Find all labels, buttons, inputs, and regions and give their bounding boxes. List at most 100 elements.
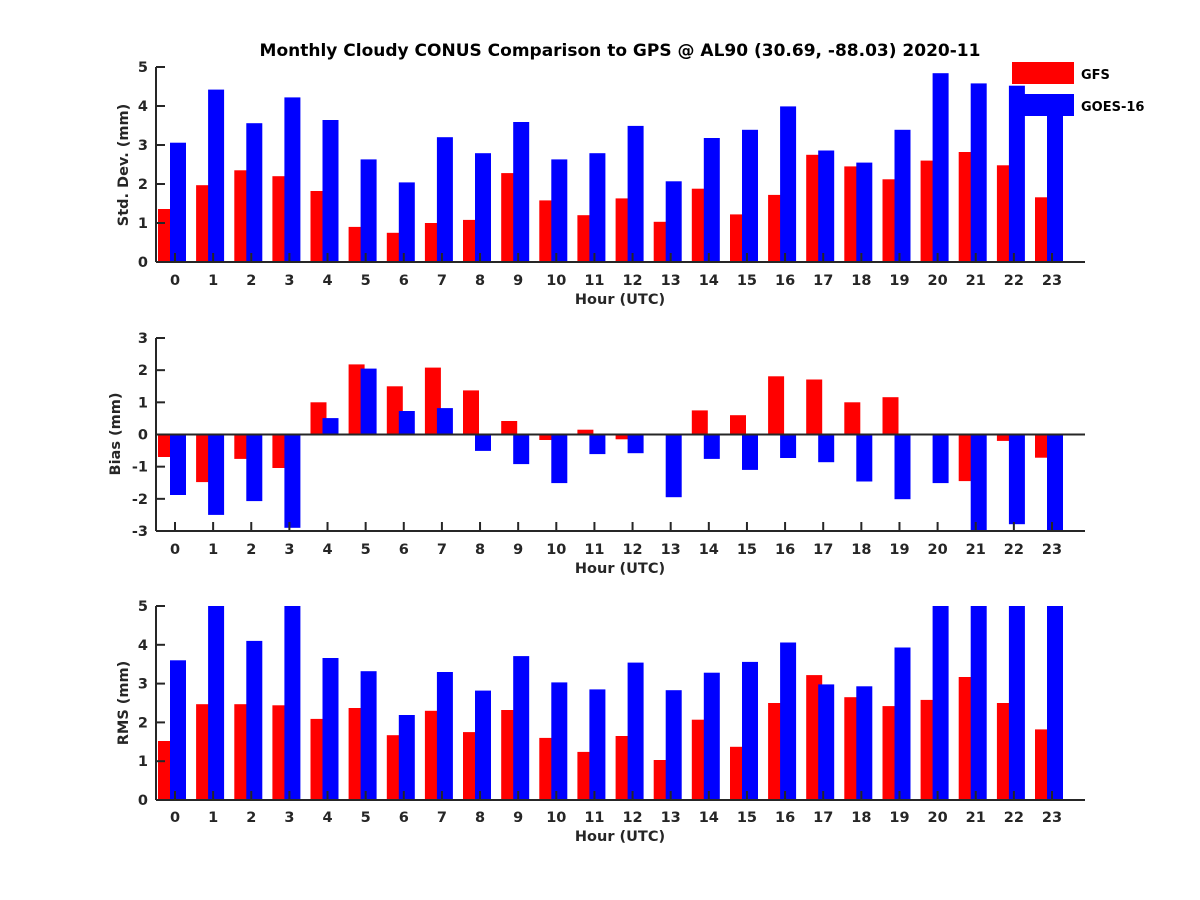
x-tick-label: 5 — [361, 810, 371, 826]
bar-goes-16-hour-17 — [818, 150, 835, 262]
bar-goes-16-hour-3 — [284, 97, 301, 263]
bar-goes-16-hour-20 — [932, 73, 949, 262]
bar-goes-16-hour-11 — [589, 153, 606, 262]
y-tick-label: 1 — [138, 395, 148, 411]
bar-goes-16-hour-5 — [360, 368, 377, 435]
x-tick-label: 8 — [475, 810, 485, 826]
x-tick-label: 10 — [546, 273, 566, 289]
x-tick-label: 11 — [584, 542, 604, 558]
bar-goes-16-hour-20 — [932, 434, 949, 484]
bar-goes-16-hour-7 — [436, 137, 453, 262]
y-tick-label: 2 — [138, 715, 148, 731]
bar-goes-16-hour-16 — [780, 106, 797, 263]
bar-goes-16-hour-17 — [818, 434, 835, 463]
bar-goes-16-hour-6 — [398, 182, 415, 262]
legend-label-gfs: GFS — [1081, 68, 1110, 83]
x-tick-label: 8 — [475, 273, 485, 289]
bar-goes-16-hour-1 — [208, 606, 225, 800]
bar-goes-16-hour-0 — [170, 434, 186, 495]
bar-goes-16-hour-7 — [436, 672, 453, 800]
x-tick-label: 17 — [813, 273, 833, 289]
bar-goes-16-hour-23 — [1047, 113, 1063, 262]
bar-goes-16-hour-2 — [246, 640, 263, 800]
bar-gfs-hour-19 — [882, 397, 899, 435]
bar-goes-16-hour-10 — [551, 682, 568, 800]
bar-goes-16-hour-22 — [1008, 606, 1025, 800]
y-tick-label: 3 — [138, 677, 148, 693]
x-tick-label: 15 — [737, 810, 757, 826]
x-tick-label: 5 — [361, 273, 371, 289]
y-tick-label: 2 — [138, 363, 148, 379]
bar-goes-16-hour-4 — [322, 658, 339, 800]
x-tick-label: 14 — [699, 542, 719, 558]
bar-goes-16-hour-22 — [1008, 85, 1025, 262]
bar-goes-16-hour-14 — [703, 434, 720, 459]
x-tick-label: 14 — [699, 810, 719, 826]
x-axis-label: Hour (UTC) — [575, 829, 665, 845]
x-axis-label: Hour (UTC) — [575, 292, 665, 308]
x-tick-label: 4 — [322, 542, 332, 558]
legend-swatch-gfs — [1012, 62, 1074, 84]
x-tick-label: 18 — [851, 542, 871, 558]
bar-goes-16-hour-6 — [398, 715, 415, 800]
bar-goes-16-hour-21 — [970, 606, 987, 800]
x-tick-label: 13 — [661, 273, 681, 289]
bar-goes-16-hour-10 — [551, 159, 568, 262]
bar-gfs-hour-14 — [691, 410, 708, 435]
bar-goes-16-hour-10 — [551, 434, 568, 484]
y-tick-label: 0 — [138, 793, 148, 809]
x-tick-label: 15 — [737, 273, 757, 289]
bar-goes-16-hour-2 — [246, 434, 263, 502]
x-tick-label: 5 — [361, 542, 371, 558]
bar-goes-16-hour-11 — [589, 689, 606, 800]
x-tick-label: 13 — [661, 810, 681, 826]
bar-goes-16-hour-8 — [475, 153, 491, 262]
legend-swatch-goes16 — [1012, 94, 1074, 116]
x-tick-label: 23 — [1042, 810, 1062, 826]
x-tick-label: 4 — [322, 810, 332, 826]
x-tick-label: 20 — [928, 542, 948, 558]
y-tick-label: -3 — [132, 524, 148, 540]
y-axis-label: Bias (mm) — [108, 393, 124, 476]
bar-goes-16-hour-12 — [627, 434, 644, 454]
y-tick-label: 3 — [138, 331, 148, 347]
x-tick-label: 21 — [966, 542, 986, 558]
x-tick-label: 2 — [246, 542, 256, 558]
x-tick-label: 3 — [284, 542, 294, 558]
x-tick-label: 7 — [437, 810, 447, 826]
x-tick-label: 23 — [1042, 273, 1062, 289]
bar-goes-16-hour-12 — [627, 125, 644, 263]
x-tick-label: 22 — [1004, 542, 1024, 558]
x-tick-label: 11 — [584, 273, 604, 289]
bar-goes-16-hour-13 — [665, 434, 682, 498]
x-tick-label: 16 — [775, 273, 795, 289]
bar-goes-16-hour-3 — [284, 434, 301, 528]
bar-goes-16-hour-23 — [1047, 434, 1063, 531]
y-tick-label: -2 — [132, 492, 148, 508]
x-tick-label: 2 — [246, 810, 256, 826]
x-tick-label: 6 — [399, 810, 409, 826]
chart-title: Monthly Cloudy CONUS Comparison to GPS @… — [260, 41, 981, 61]
bar-goes-16-hour-2 — [246, 123, 263, 262]
bar-goes-16-hour-20 — [932, 606, 949, 800]
bar-gfs-hour-17 — [806, 379, 823, 435]
x-tick-label: 0 — [170, 810, 180, 826]
bar-goes-16-hour-18 — [856, 686, 873, 800]
x-tick-label: 12 — [622, 542, 642, 558]
y-tick-label: -1 — [132, 460, 148, 476]
bar-goes-16-hour-22 — [1008, 434, 1025, 525]
bar-gfs-hour-11 — [577, 429, 594, 435]
x-tick-label: 1 — [208, 273, 218, 289]
x-tick-label: 6 — [399, 273, 409, 289]
bar-goes-16-hour-16 — [780, 642, 797, 800]
bar-goes-16-hour-4 — [322, 418, 339, 435]
bar-goes-16-hour-9 — [513, 122, 530, 262]
bar-goes-16-hour-14 — [703, 138, 720, 262]
bar-gfs-hour-12 — [615, 434, 632, 440]
bar-gfs-hour-9 — [501, 421, 518, 435]
y-tick-label: 1 — [138, 216, 148, 232]
y-tick-label: 4 — [138, 638, 148, 654]
